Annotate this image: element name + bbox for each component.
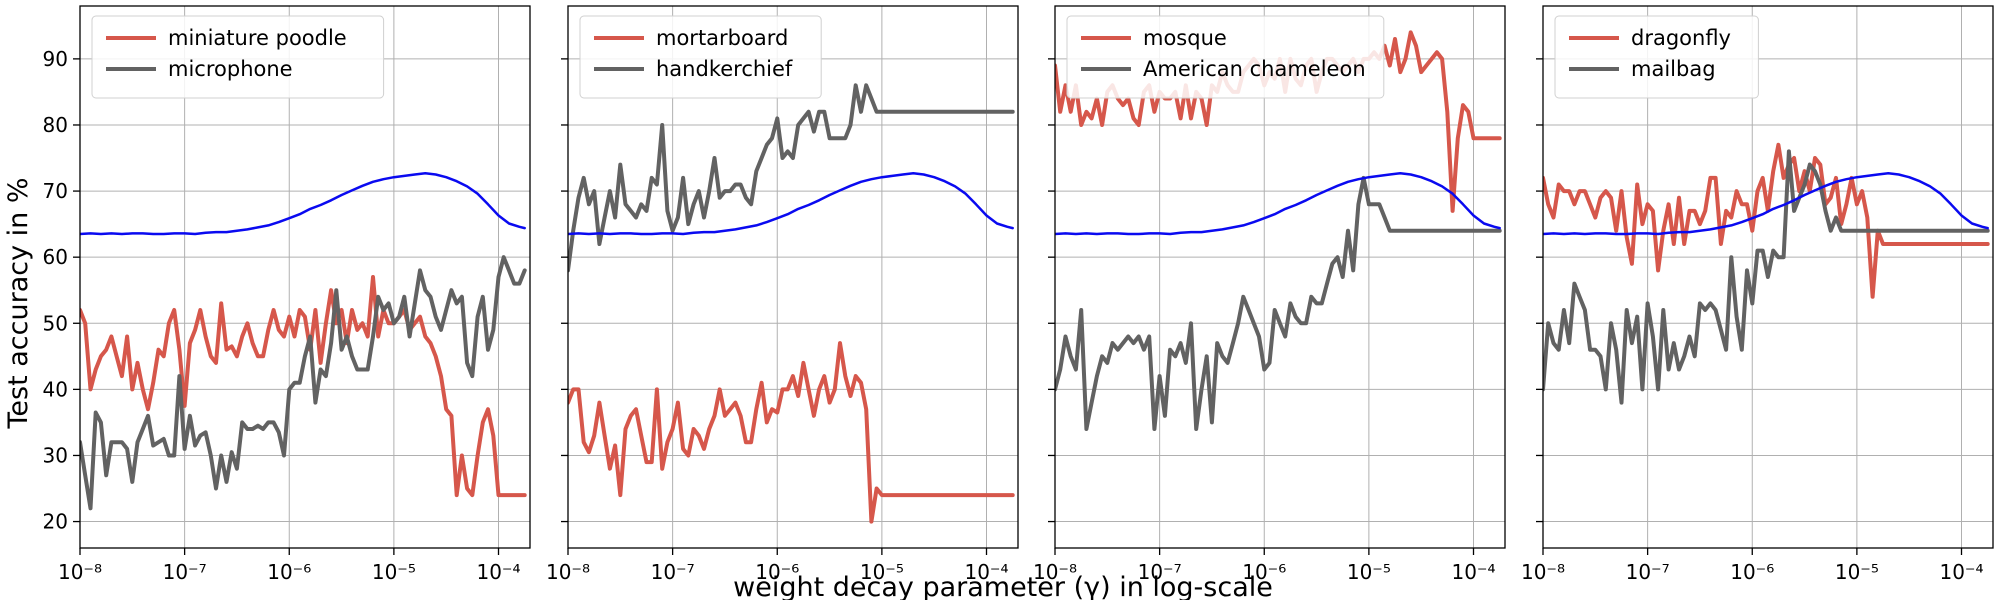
y-tick-label: 50 bbox=[43, 311, 68, 335]
x-axis-title: weight decay parameter (γ) in log-scale bbox=[733, 572, 1273, 600]
legend-label: mosque bbox=[1143, 26, 1227, 50]
legend: mosque American chameleon bbox=[1066, 15, 1385, 99]
legend-label: American chameleon bbox=[1143, 57, 1366, 81]
x-tick-label: 10⁻⁶ bbox=[1730, 560, 1774, 584]
x-tick-label: 10⁻⁴ bbox=[476, 560, 520, 584]
y-tick-label: 40 bbox=[43, 377, 68, 401]
series-line-dragonfly bbox=[1543, 142, 1990, 299]
plot-frame bbox=[567, 5, 1019, 549]
x-tick-label: 10⁻⁶ bbox=[755, 560, 799, 584]
x-tick-label: 10⁻⁶ bbox=[1242, 560, 1286, 584]
plot-frame bbox=[1542, 5, 1994, 549]
y-axis-title: Test accuracy in % bbox=[3, 177, 34, 429]
series-line-miniature-poodle bbox=[80, 275, 527, 498]
x-tick-label: 10⁻⁷ bbox=[1626, 560, 1670, 584]
x-tick-label: 10⁻⁸ bbox=[546, 560, 590, 584]
legend-box bbox=[91, 15, 385, 99]
series-line-mean bbox=[1543, 171, 1989, 236]
series-line-mailbag bbox=[1543, 149, 1990, 405]
x-tick-label: 10⁻⁸ bbox=[1033, 560, 1077, 584]
plot-frame bbox=[1054, 5, 1506, 549]
x-tick-label: 10⁻⁴ bbox=[1451, 560, 1495, 584]
panel-1: 10⁻⁸ 10⁻⁷ 10⁻⁶ 10⁻⁵ 10⁻⁴ 20 30 40 50 60 70 80 90 mini… bbox=[43, 5, 531, 584]
x-tick-label: 10⁻⁵ bbox=[1835, 560, 1879, 584]
series-line-mean bbox=[80, 171, 526, 236]
x-tick-label: 10⁻⁵ bbox=[860, 560, 904, 584]
x-tick-label: 10⁻⁷ bbox=[651, 560, 695, 584]
legend-label: dragonfly bbox=[1631, 26, 1731, 50]
x-tick-label: 10⁻⁴ bbox=[964, 560, 1008, 584]
series-line-mortarboard bbox=[568, 341, 1015, 524]
y-tick-label: 80 bbox=[43, 113, 68, 137]
y-tick-label: 90 bbox=[43, 47, 68, 71]
panel-3: 10⁻⁸ 10⁻⁷ 10⁻⁶ 10⁻⁵ 10⁻⁴ mosque American chame… bbox=[1033, 5, 1506, 584]
series-line-mean bbox=[1055, 171, 1501, 236]
legend-label: mailbag bbox=[1631, 57, 1716, 81]
y-tick-label: 70 bbox=[43, 179, 68, 203]
x-tick-label: 10⁻⁴ bbox=[1939, 560, 1983, 584]
x-tick-label: 10⁻⁷ bbox=[163, 560, 207, 584]
plot-frame bbox=[79, 5, 531, 549]
x-tick-label: 10⁻⁸ bbox=[1521, 560, 1565, 584]
series-line-american-chameleon bbox=[1055, 175, 1502, 431]
series-line-handkerchief bbox=[568, 83, 1015, 273]
legend: mortarboard handkerchief bbox=[579, 15, 822, 99]
legend: miniature poodle microphone bbox=[91, 15, 385, 99]
legend-label: handkerchief bbox=[656, 57, 793, 81]
x-tick-label: 10⁻⁵ bbox=[372, 560, 416, 584]
legend-label: microphone bbox=[168, 57, 293, 81]
x-tick-label: 10⁻⁶ bbox=[267, 560, 311, 584]
y-tick-label: 30 bbox=[43, 443, 68, 467]
x-tick-label: 10⁻⁵ bbox=[1347, 560, 1391, 584]
x-tick-label: 10⁻⁸ bbox=[58, 560, 102, 584]
legend-label: miniature poodle bbox=[168, 26, 347, 50]
panel-4: 10⁻⁸ 10⁻⁷ 10⁻⁶ 10⁻⁵ 10⁻⁴ dragonfly mailbag bbox=[1521, 5, 1994, 584]
legend-box bbox=[1066, 15, 1385, 99]
y-tick-label: 60 bbox=[43, 245, 68, 269]
y-tick-label: 20 bbox=[43, 510, 68, 534]
legend: dragonfly mailbag bbox=[1554, 15, 1759, 99]
panel-2: 10⁻⁸ 10⁻⁷ 10⁻⁶ 10⁻⁵ 10⁻⁴ mortarboard handkerch… bbox=[546, 5, 1019, 584]
series-line-microphone bbox=[80, 255, 527, 511]
series-line-mean bbox=[568, 171, 1014, 236]
x-tick-label: 10⁻⁷ bbox=[1138, 560, 1182, 584]
legend-label: mortarboard bbox=[656, 26, 788, 50]
